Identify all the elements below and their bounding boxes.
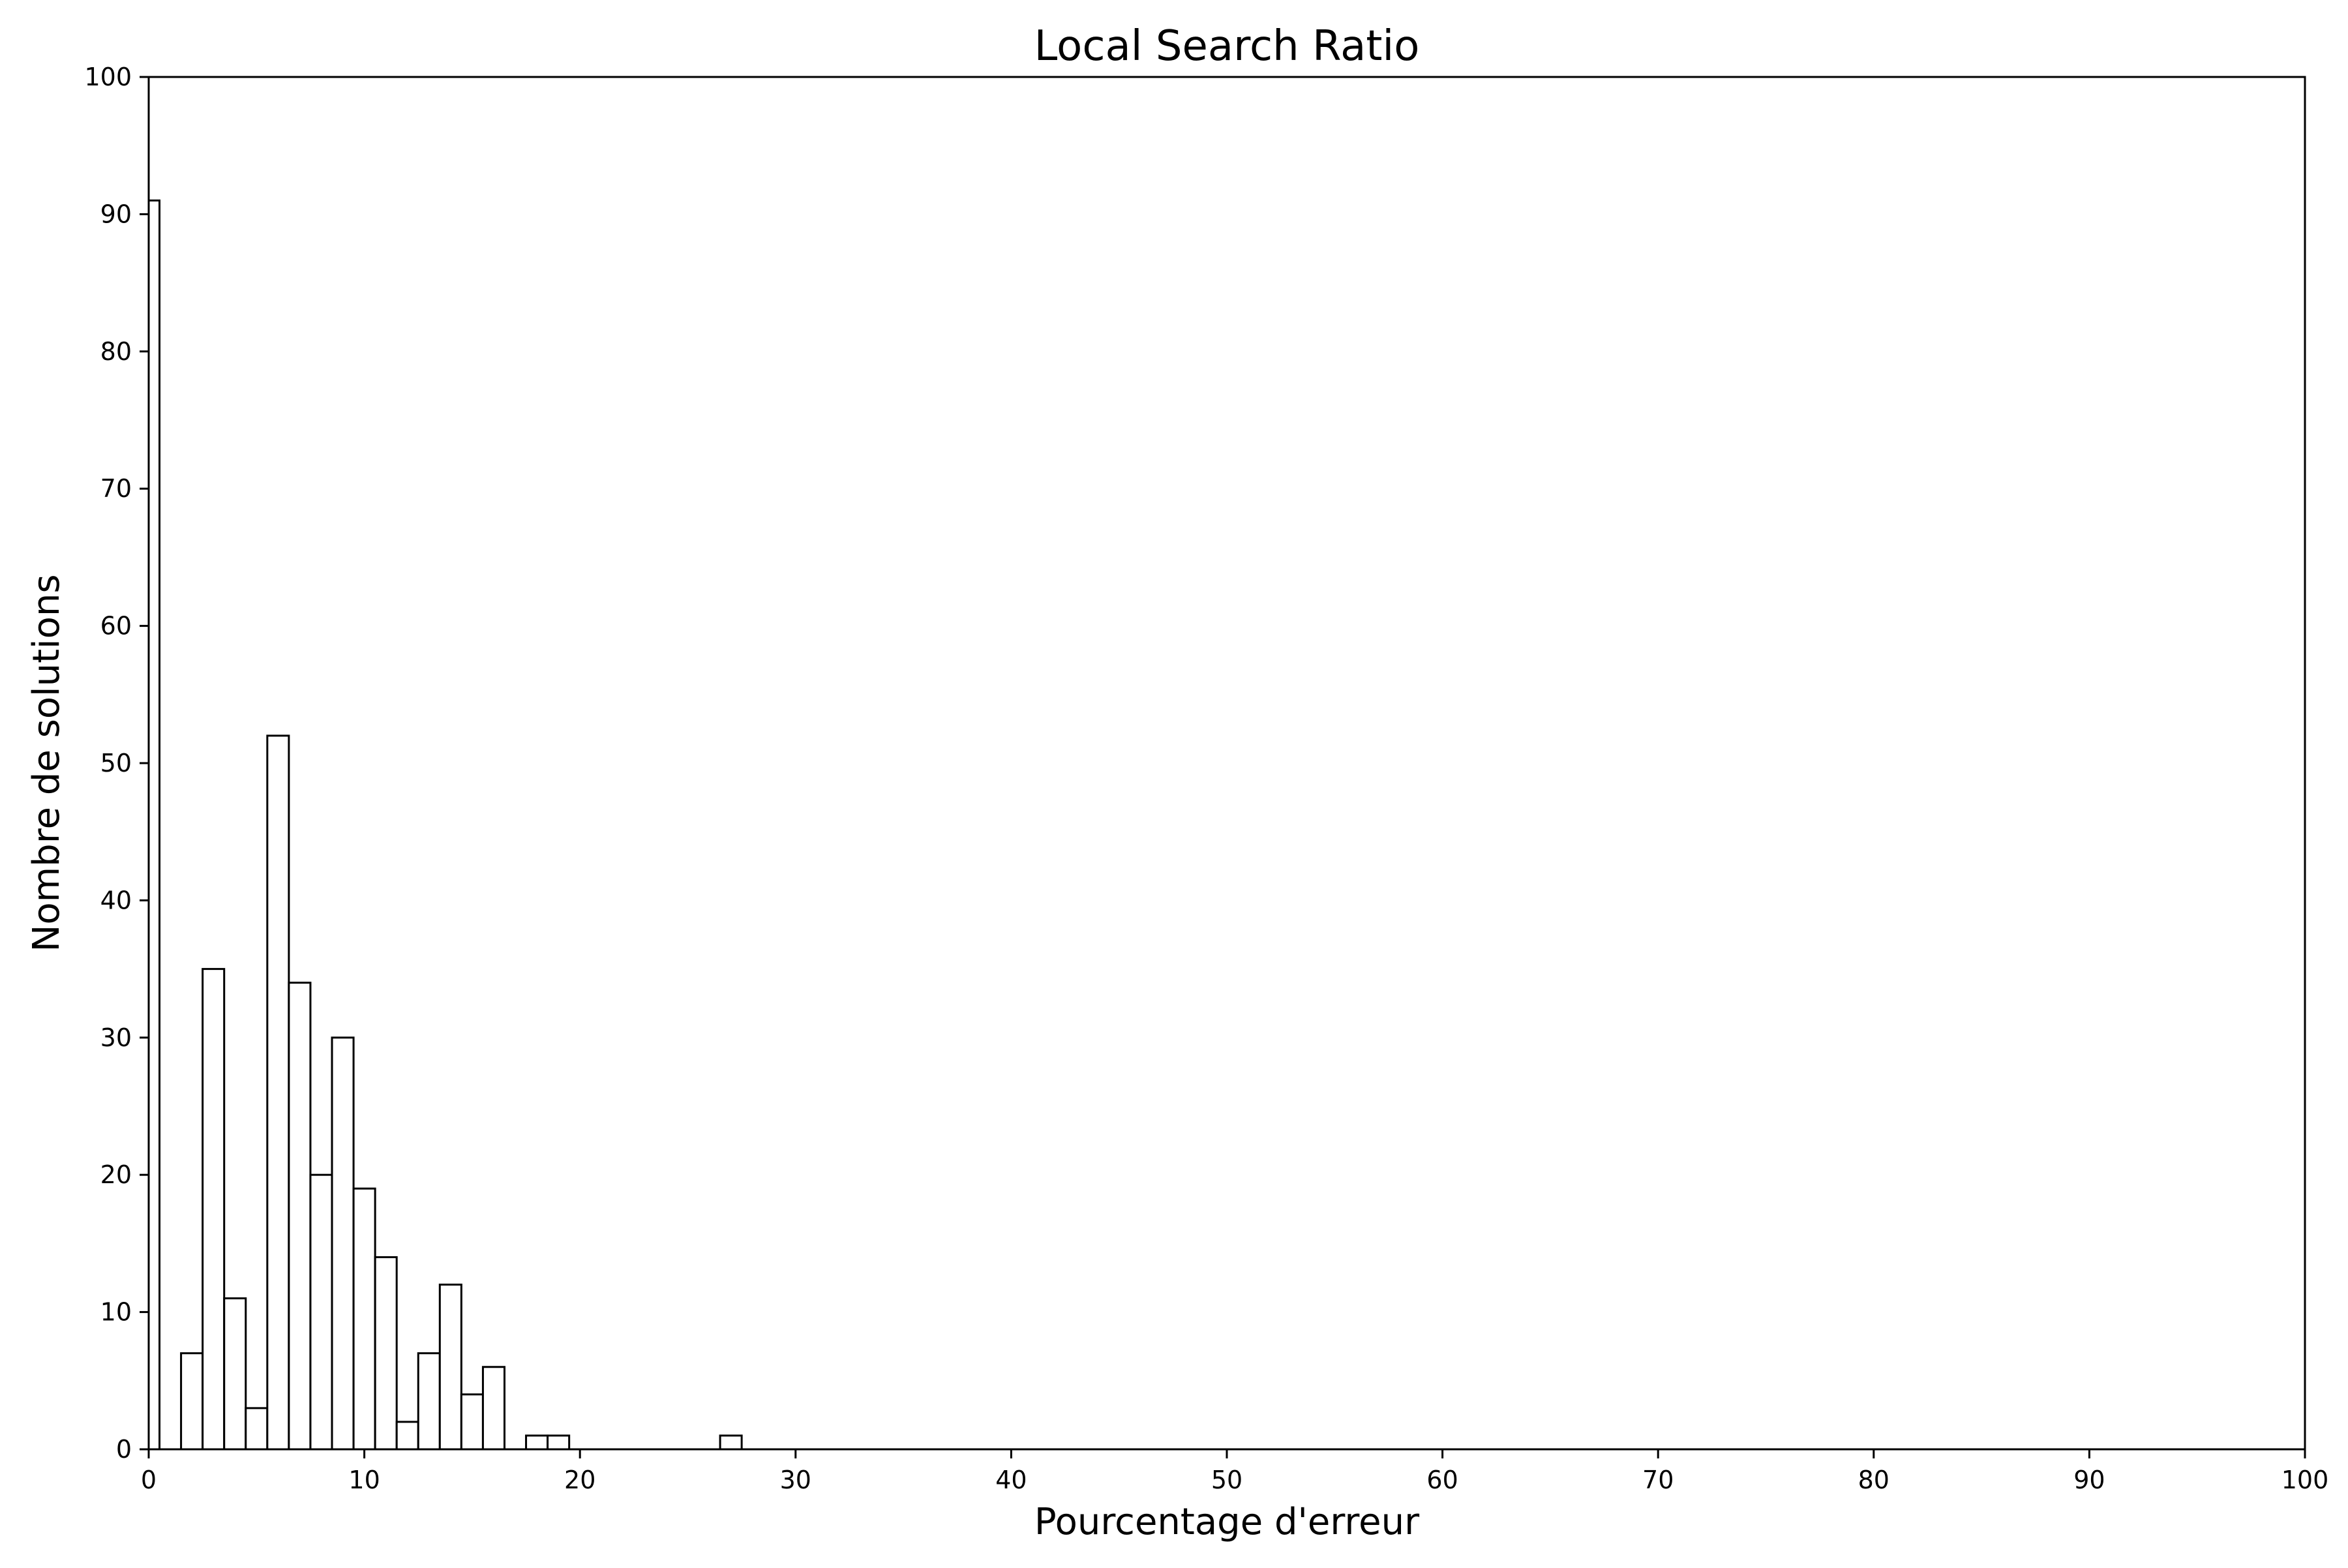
histogram-bar [460,1393,484,1451]
x-tick-label: 90 [2073,1466,2105,1494]
x-tick-label: 70 [1642,1466,1674,1494]
y-tick-label: 10 [100,1298,132,1327]
y-tick-label: 40 [100,886,132,914]
histogram-bar [331,1036,355,1451]
histogram-bar [417,1352,441,1451]
histogram-bar [438,1284,462,1451]
x-tick-label: 40 [995,1466,1027,1494]
y-tick-label: 20 [100,1160,132,1189]
y-tick-label: 70 [100,474,132,503]
histogram-bar [395,1421,419,1451]
x-tick-label: 60 [1426,1466,1458,1494]
histogram-bar [525,1434,549,1451]
y-axis-ticks: 0 10 20 30 40 50 60 70 80 90 100 [84,63,149,1464]
y-tick-label: 50 [100,749,132,777]
histogram-bar [481,1366,505,1451]
bars-layer [147,199,743,1451]
y-tick-label: 30 [100,1023,132,1052]
histogram-bar [288,982,312,1451]
histogram-bar [147,199,161,1451]
x-tick-label: 30 [780,1466,811,1494]
histogram-bar [719,1434,743,1451]
y-tick-label: 0 [116,1435,132,1464]
histogram-bar [374,1256,398,1451]
histogram-bar [223,1297,247,1451]
histogram-bar [180,1352,204,1451]
x-tick-label: 0 [141,1466,157,1494]
x-tick-label: 100 [2281,1466,2329,1494]
y-tick-label: 90 [100,200,132,228]
x-tick-label: 20 [564,1466,595,1494]
x-tick-label: 10 [348,1466,380,1494]
histogram-bar [352,1187,376,1451]
y-tick-label: 80 [100,337,132,366]
histogram-bar [245,1407,269,1451]
y-tick-label: 100 [84,63,132,91]
x-tick-label: 80 [1858,1466,1889,1494]
y-axis-label: Nombre de solutions [25,574,68,952]
chart-title: Local Search Ratio [1034,22,1420,70]
histogram-bar [266,734,290,1451]
histogram-bar [309,1173,333,1451]
histogram-bar [202,968,226,1451]
x-axis-label: Pourcentage d'erreur [1034,1501,1420,1543]
y-tick-label: 60 [100,612,132,641]
x-tick-label: 50 [1211,1466,1242,1494]
x-axis-ticks: 0 10 20 30 40 50 60 70 80 90 100 [141,1449,2328,1494]
histogram-bar [547,1434,571,1451]
